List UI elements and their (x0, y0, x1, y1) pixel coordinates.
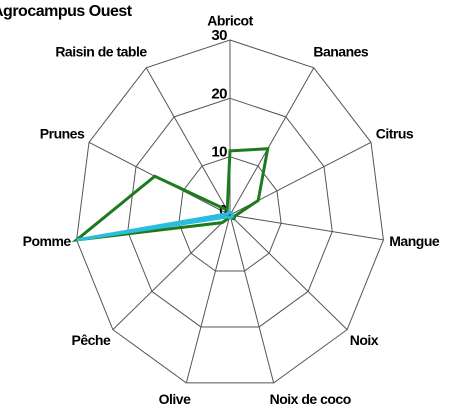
spoke (145, 67, 231, 216)
y-tick-label: 30 (211, 27, 227, 44)
spoke (185, 214, 231, 384)
category-label: Mangue (389, 233, 440, 249)
category-label: Citrus (376, 126, 414, 142)
spoke (229, 214, 384, 241)
grid-ring (127, 97, 333, 328)
y-tick-label: 20 (211, 85, 227, 102)
spoke (229, 214, 275, 384)
category-label: Olive (159, 391, 191, 406)
series-line (76, 210, 235, 242)
category-label: Noix (350, 332, 379, 348)
y-tick-label: 0 (219, 202, 227, 219)
category-label: Pêche (72, 332, 111, 348)
category-label: Noix de coco (270, 391, 351, 406)
category-label: Abricot (207, 13, 253, 29)
grid-ring (178, 156, 282, 272)
spoke (229, 214, 348, 330)
category-label: Raisin de table (55, 43, 147, 59)
spoke (229, 67, 315, 216)
category-label: Prunes (40, 126, 85, 142)
category-label: Pomme (23, 233, 72, 249)
chart-title: Agrocampus Ouest (0, 3, 133, 20)
grid-ring (76, 39, 384, 384)
y-tick-label: 10 (211, 144, 227, 161)
spoke (112, 214, 231, 330)
category-label: Bananes (313, 43, 369, 59)
